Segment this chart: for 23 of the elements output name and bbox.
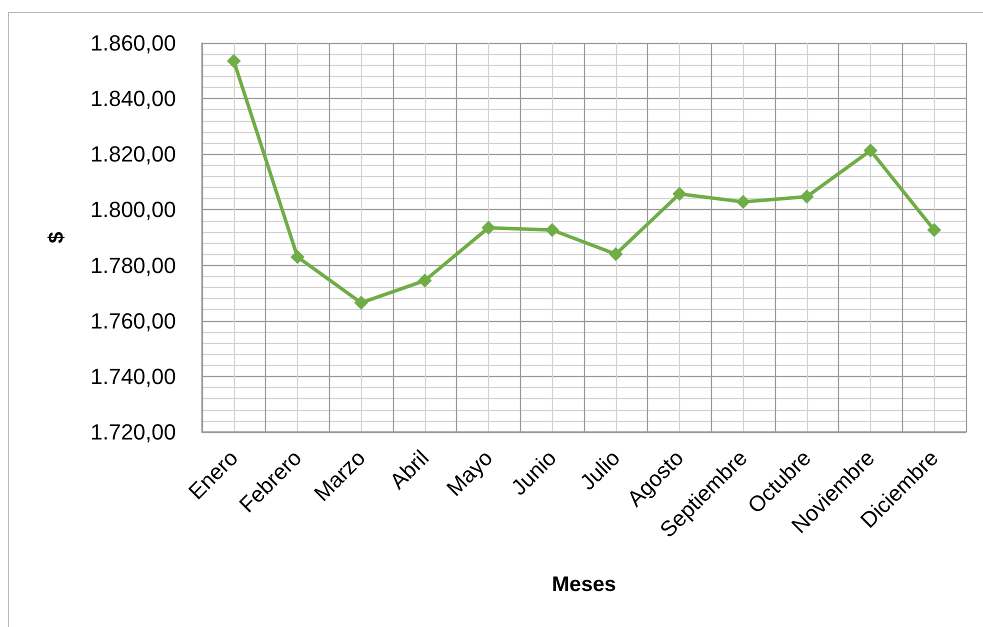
y-tick-label: 1.800,00: [90, 197, 176, 222]
y-axis-title: $: [45, 231, 68, 244]
point: [927, 223, 942, 237]
y-tick-label: 1.760,00: [90, 308, 176, 334]
x-tick-label: Julio: [575, 445, 625, 495]
y-tick-label: 1.820,00: [90, 142, 176, 167]
y-tick-label: 1.720,00: [90, 420, 176, 444]
point: [482, 220, 496, 235]
point: [354, 296, 368, 310]
point: [290, 250, 304, 264]
point: [608, 247, 623, 262]
y-tick-label: 1.840,00: [90, 86, 176, 112]
point: [736, 194, 750, 209]
point: [226, 54, 241, 68]
point: [800, 190, 814, 204]
y-tick-label: 1.780,00: [90, 252, 176, 278]
point: [864, 144, 878, 158]
x-axis-title: Meses: [552, 573, 616, 596]
y-tick-label: 1.860,00: [90, 30, 176, 56]
point: [418, 274, 432, 288]
point: [672, 186, 686, 201]
y-tick-label: 1.740,00: [90, 364, 176, 389]
point: [545, 223, 560, 237]
